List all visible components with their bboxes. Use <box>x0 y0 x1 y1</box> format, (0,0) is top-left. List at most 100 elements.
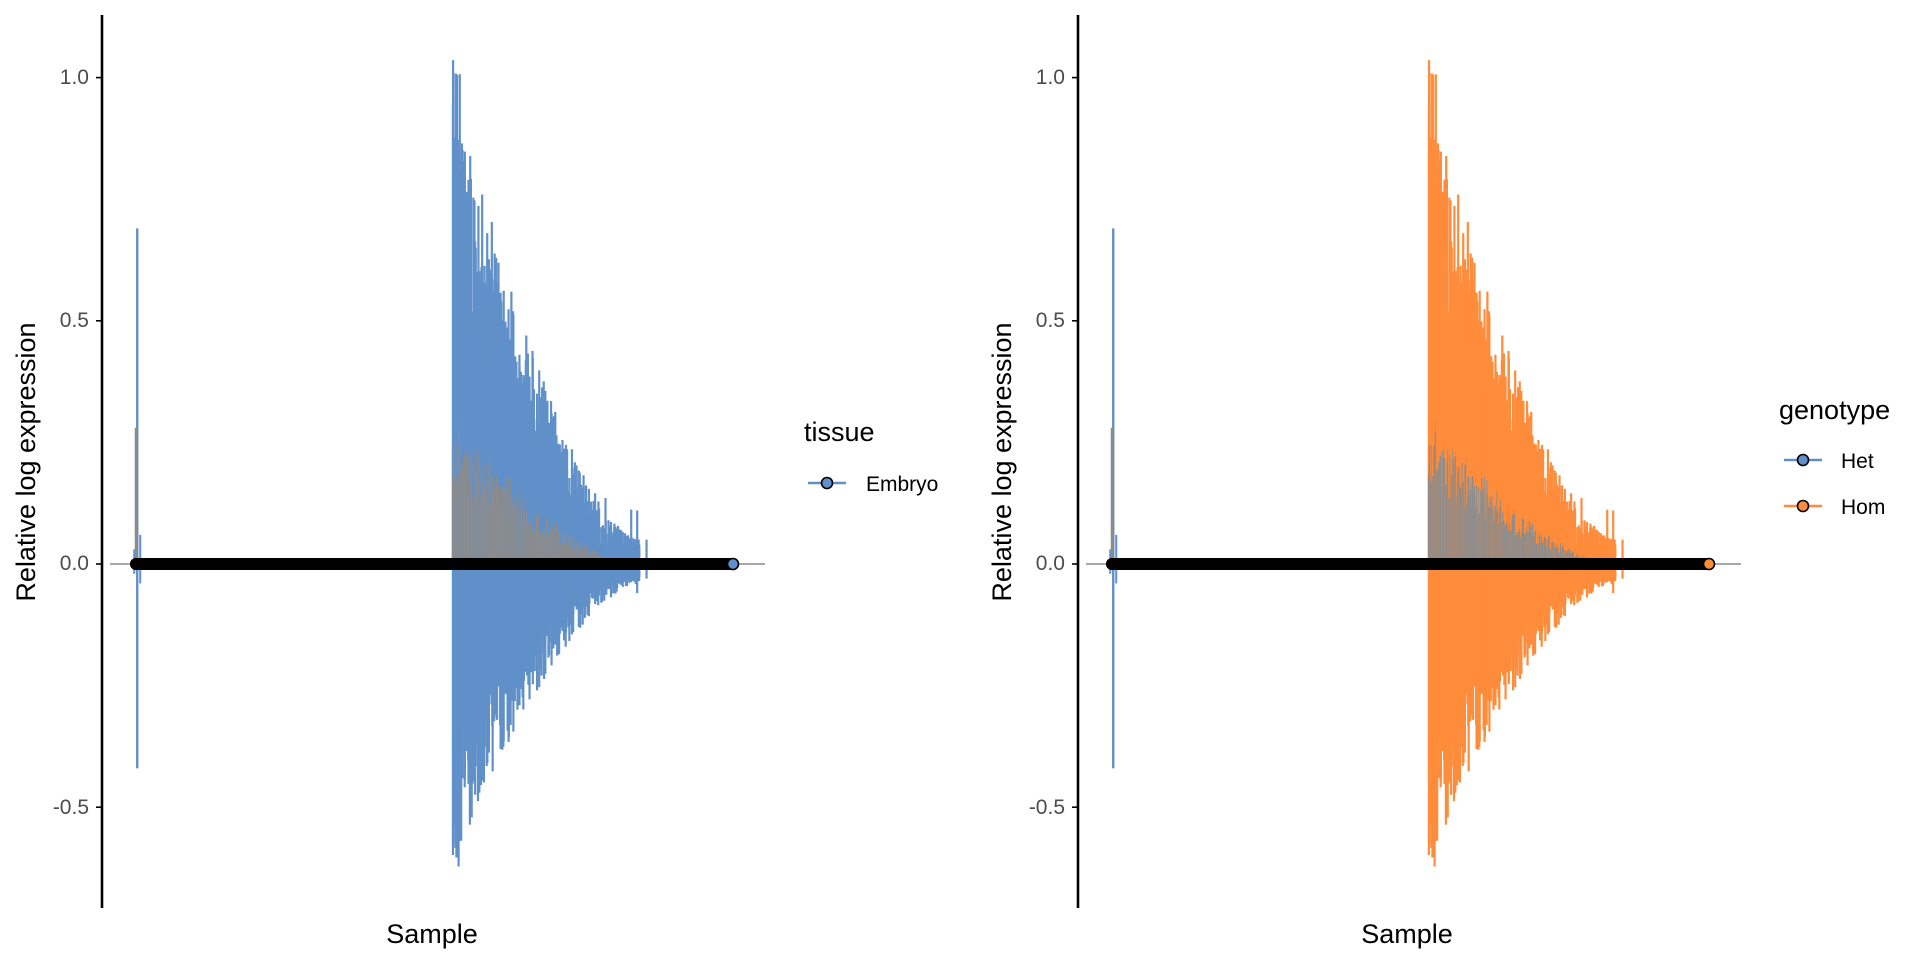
legend-label-hom: Hom <box>1841 496 1885 519</box>
sample-box <box>1514 514 1517 564</box>
sample-box <box>1473 486 1477 564</box>
sample-box <box>1535 543 1539 564</box>
sample-box <box>1481 478 1484 564</box>
legend-key-point <box>1796 499 1810 513</box>
y-tick-label: 1.0 <box>1036 66 1065 89</box>
sample-box <box>554 526 557 564</box>
legend: genotype Het Hom <box>1779 395 1890 519</box>
sample-box <box>1454 456 1457 564</box>
legend: tissue Embryo <box>804 417 938 496</box>
sample-box <box>478 456 481 564</box>
sample-box <box>1428 444 1432 564</box>
sample-box <box>518 505 521 564</box>
sample-box <box>484 487 487 564</box>
sample-box <box>559 543 563 564</box>
sample-box <box>1568 548 1571 564</box>
sample-box <box>1542 543 1545 564</box>
sample-box <box>547 534 551 564</box>
legend-label-embryo: Embryo <box>866 473 938 496</box>
sample-box <box>541 532 544 564</box>
y-axis-title: Relative log expression <box>987 322 1017 601</box>
sample-box <box>1510 530 1513 564</box>
sample-box <box>1439 455 1442 564</box>
legend-title: tissue <box>804 417 875 447</box>
sample-box <box>1494 505 1497 564</box>
sample-box <box>563 535 566 564</box>
sample-box <box>474 474 478 564</box>
sample-box <box>1530 526 1533 564</box>
sample-box <box>1505 522 1509 564</box>
panel-right: 1.0 0.5 0.0 -0.5 Relative log expression… <box>987 15 1890 949</box>
sample-box <box>495 476 499 564</box>
sample-box <box>527 520 530 564</box>
sample-box <box>1443 457 1446 564</box>
legend-label-het: Het <box>1841 450 1874 473</box>
sample-box <box>1488 506 1491 564</box>
sample-box <box>1498 507 1502 564</box>
sample-box <box>534 530 537 564</box>
sample-box <box>1532 523 1535 564</box>
y-tick-label: 1.0 <box>60 66 89 89</box>
sample-box <box>572 535 575 564</box>
sample-box <box>463 455 466 564</box>
sample-box <box>1479 512 1482 564</box>
sample-box <box>545 518 549 564</box>
y-tick-label: -0.5 <box>1029 796 1065 819</box>
sample-box <box>1457 466 1460 564</box>
sample-box <box>1548 535 1551 564</box>
sample-box <box>1433 445 1436 564</box>
sample-box <box>1460 487 1463 564</box>
x-axis-title: Sample <box>1361 919 1453 949</box>
median-point <box>1106 558 1118 570</box>
plot-area <box>110 60 765 867</box>
y-ticks: 1.0 0.5 0.0 -0.5 <box>1029 66 1078 819</box>
sample-box <box>1534 530 1537 564</box>
sample-box <box>512 506 515 564</box>
sample-box <box>1539 535 1542 564</box>
sample-box <box>592 548 595 564</box>
sample-box <box>566 543 569 564</box>
y-tick-label: 0.5 <box>1036 309 1065 332</box>
sample-box <box>1543 537 1547 564</box>
sample-box <box>1515 535 1518 564</box>
y-tick-label: 0.5 <box>60 309 89 332</box>
y-tick-label: 0.0 <box>1036 552 1065 575</box>
sample-box <box>539 535 542 564</box>
sample-box <box>567 537 571 564</box>
y-tick-label: 0.0 <box>60 552 89 575</box>
legend-key-point <box>1796 453 1810 467</box>
sample-box <box>134 427 138 564</box>
sample-box <box>467 457 470 564</box>
sample-box <box>1450 474 1454 564</box>
sample-box <box>538 514 541 564</box>
sample-box <box>1549 549 1553 564</box>
sample-box <box>1110 427 1114 564</box>
sample-box <box>1471 476 1475 564</box>
sample-box <box>529 522 533 564</box>
legend-key-het <box>1784 453 1822 467</box>
plot-area <box>1086 60 1741 867</box>
sample-box <box>1511 514 1515 564</box>
sample-box <box>535 514 539 564</box>
sample-box <box>1503 520 1506 564</box>
sample-box <box>522 507 526 564</box>
y-ticks: 1.0 0.5 0.0 -0.5 <box>53 66 102 819</box>
sample-box <box>503 512 506 564</box>
y-tick-label: -0.5 <box>53 796 89 819</box>
y-axis-title: Relative log expression <box>11 322 41 601</box>
sample-box <box>558 530 561 564</box>
sample-box <box>486 481 489 564</box>
legend-key-hom <box>1784 499 1822 513</box>
sample-box <box>1528 521 1532 564</box>
sample-box <box>552 521 556 564</box>
legend-key-point <box>820 476 834 490</box>
sample-box <box>457 445 460 564</box>
sample-box <box>1467 476 1470 564</box>
sample-box <box>556 523 559 564</box>
sample-box <box>1519 528 1522 564</box>
sample-box <box>491 476 494 564</box>
sample-box <box>1438 461 1441 564</box>
sample-box <box>452 444 456 564</box>
legend-title: genotype <box>1779 395 1890 425</box>
